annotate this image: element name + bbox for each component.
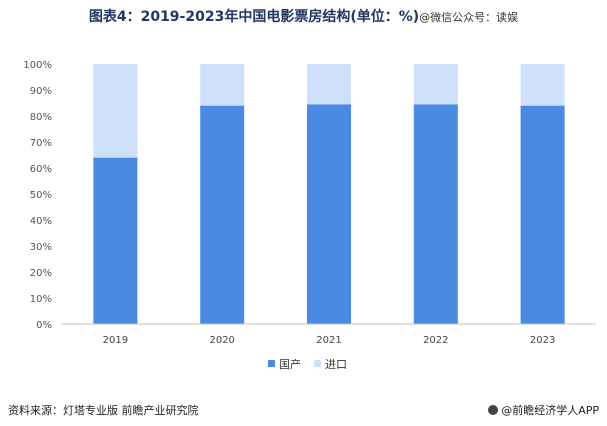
source-note: 资料来源：灯塔专业版 前瞻产业研究院 <box>8 404 199 417</box>
bar-imported <box>200 64 245 106</box>
x-tick-label: 2021 <box>316 335 341 346</box>
brand-text: @前瞻经济学人APP <box>501 404 599 417</box>
bar-domestic <box>93 157 138 324</box>
legend-label: 国产 <box>279 357 301 371</box>
brand-icon <box>488 405 499 415</box>
y-tick-label: 10% <box>30 294 52 305</box>
bar-domestic <box>520 105 565 324</box>
x-tick-label: 2020 <box>209 335 234 346</box>
bar-domestic <box>413 104 458 324</box>
y-tick-label: 30% <box>30 242 52 253</box>
x-tick-label: 2022 <box>423 335 448 346</box>
bar-imported <box>307 64 351 105</box>
bar-imported <box>520 64 565 106</box>
y-tick-label: 60% <box>30 164 52 175</box>
y-tick-label: 80% <box>30 112 52 123</box>
y-tick-label: 90% <box>30 86 52 97</box>
y-tick-label: 20% <box>30 268 52 279</box>
x-tick-label: 2023 <box>530 335 555 346</box>
chart-title: 图表4：2019-2023年中国电影票房结构(单位：%)@微信公众号：读娱 <box>0 6 607 26</box>
bar-imported <box>413 64 458 105</box>
legend-swatch <box>268 360 275 367</box>
bar-domestic <box>307 104 351 324</box>
y-tick-label: 100% <box>23 60 52 71</box>
legend-swatch <box>314 360 321 367</box>
y-tick-label: 70% <box>30 138 52 149</box>
bar-domestic <box>200 105 245 324</box>
y-tick-label: 0% <box>36 320 52 331</box>
brand-label: @前瞻经济学人APP <box>488 402 599 418</box>
chart-title-text: 图表4：2019-2023年中国电影票房结构(单位：%) <box>88 9 420 25</box>
x-tick-label: 2019 <box>103 335 128 346</box>
title-watermark: @微信公众号：读娱 <box>419 11 519 24</box>
y-tick-label: 40% <box>30 216 52 227</box>
bar-imported <box>93 64 138 158</box>
legend-label: 进口 <box>325 358 347 371</box>
y-tick-label: 50% <box>30 190 52 201</box>
